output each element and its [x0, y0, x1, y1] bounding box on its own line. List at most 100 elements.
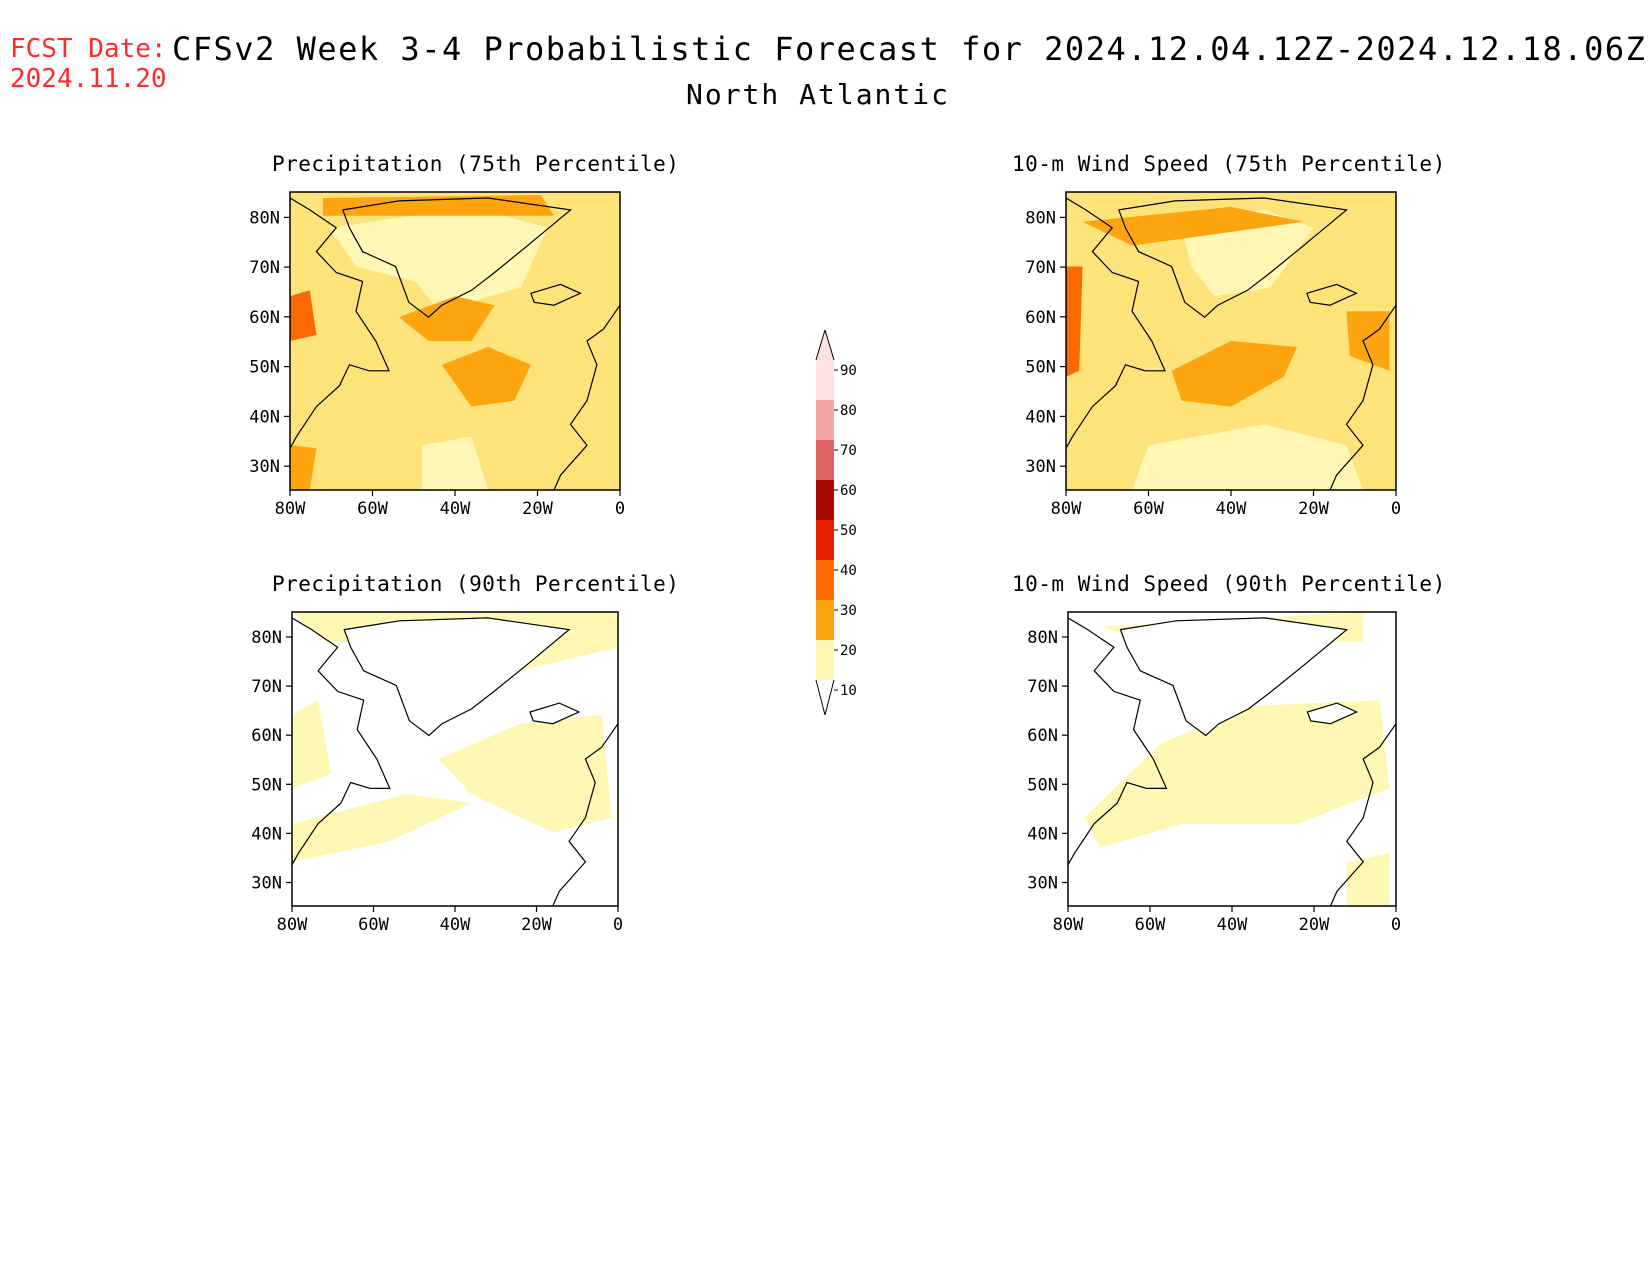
colorbar-swatch	[816, 640, 834, 680]
panel-title-precip-90: Precipitation (90th Percentile)	[272, 572, 680, 596]
coastline-america	[292, 617, 391, 866]
shading-base	[290, 192, 620, 490]
shading-area	[1346, 311, 1390, 371]
lon-label: 20W	[521, 915, 552, 935]
lat-label: 70N	[1025, 258, 1056, 278]
shading-area	[290, 445, 317, 490]
lat-label: 70N	[251, 677, 282, 697]
shading-base	[1068, 612, 1396, 906]
lat-label: 60N	[251, 726, 282, 746]
colorbar-label: 50	[840, 523, 857, 539]
colorbar-swatch	[816, 480, 834, 520]
shading-area	[1100, 612, 1364, 648]
colorbar-swatch	[816, 520, 834, 560]
lat-label: 80N	[1025, 208, 1056, 228]
lat-label: 50N	[1025, 358, 1056, 378]
shading-area	[290, 290, 317, 341]
shading-area	[1066, 266, 1083, 377]
lon-label: 0	[1391, 915, 1401, 935]
lon-label: 40W	[440, 499, 471, 519]
colorbar-swatch	[816, 440, 834, 480]
shading-field	[292, 612, 618, 906]
map-frame	[291, 611, 619, 907]
coastline-america	[290, 197, 390, 449]
lon-label: 80W	[275, 499, 306, 519]
lon-label: 80W	[1053, 915, 1084, 935]
lon-label: 0	[615, 499, 625, 519]
lon-label: 20W	[522, 499, 553, 519]
colorbar-label: 10	[840, 683, 857, 699]
lat-label: 30N	[251, 873, 282, 893]
lat-label: 50N	[249, 358, 280, 378]
colorbar-swatch	[816, 360, 834, 400]
lat-label: 80N	[251, 628, 282, 648]
lat-label: 70N	[249, 258, 280, 278]
shading-area	[441, 347, 531, 407]
region-label: North Atlantic	[685, 78, 950, 111]
coastline-america	[1066, 197, 1166, 449]
shading-area	[323, 195, 554, 216]
colorbar-label: 40	[840, 563, 857, 579]
shading-area	[438, 714, 612, 833]
map-frame	[1067, 611, 1397, 907]
lon-label: 60W	[1133, 499, 1164, 519]
region-title: North Atlantic	[0, 78, 1650, 111]
panel-title-wind-90: 10-m Wind Speed (90th Percentile)	[1012, 572, 1446, 596]
lat-label: 40N	[251, 824, 282, 844]
lon-label: 0	[1391, 499, 1401, 519]
coastline-europe	[1329, 723, 1396, 906]
lon-label: 40W	[440, 915, 471, 935]
shading-area	[292, 612, 618, 671]
lon-label: 20W	[1298, 499, 1329, 519]
fcst-date-label: FCST Date:	[10, 34, 167, 64]
colorbar-label: 90	[840, 363, 857, 379]
lon-label: 0	[613, 915, 623, 935]
shading-area	[1132, 424, 1363, 490]
coastline-iceland	[530, 283, 582, 306]
colorbar-top-outline	[815, 330, 835, 361]
coastline-europe	[1329, 304, 1396, 490]
shading-area	[1171, 341, 1297, 407]
lon-label: 80W	[1051, 499, 1082, 519]
colorbar-label: 80	[840, 403, 857, 419]
lat-label: 30N	[249, 457, 280, 477]
lon-label: 40W	[1216, 499, 1247, 519]
shading-area	[292, 794, 472, 862]
colorbar-label: 30	[840, 603, 857, 619]
lat-label: 60N	[1027, 726, 1058, 746]
panel-title-precip-75: Precipitation (75th Percentile)	[272, 152, 680, 176]
lat-label: 40N	[249, 407, 280, 427]
coastline-europe	[552, 723, 618, 906]
fcst-date-value: 2024.11.20	[10, 64, 167, 94]
map-frame	[289, 191, 621, 491]
lat-label: 50N	[1027, 775, 1058, 795]
shading-area	[292, 700, 332, 789]
colorbar-swatch	[816, 400, 834, 440]
color-bar: 90 80 70 60 50 40 30 20 10	[815, 330, 857, 716]
shading-base	[292, 612, 618, 906]
colorbar-label: 20	[840, 643, 857, 659]
coastline-greenland	[343, 617, 571, 737]
coastline-america	[1068, 617, 1168, 866]
coastline-greenland	[1119, 617, 1349, 737]
lat-label: 40N	[1025, 407, 1056, 427]
lat-label: 80N	[249, 208, 280, 228]
shading-area	[329, 206, 548, 312]
lat-label: 70N	[1027, 677, 1058, 697]
coastline-iceland	[1306, 702, 1359, 725]
coastline-iceland	[1306, 283, 1358, 306]
colorbar-swatch	[816, 560, 834, 600]
colorbar-label: 60	[840, 483, 857, 499]
colorbar-swatch	[816, 600, 834, 640]
shading-field	[1068, 612, 1396, 906]
lon-label: 20W	[1299, 915, 1330, 935]
shading-area	[422, 436, 488, 490]
shading-area	[1082, 206, 1304, 246]
lon-label: 60W	[1135, 915, 1166, 935]
shading-area	[398, 296, 495, 341]
coastline-greenland	[1117, 197, 1348, 318]
shading-area	[1181, 209, 1314, 297]
shading-field	[1066, 192, 1396, 490]
lon-label: 80W	[277, 915, 308, 935]
lat-label: 30N	[1027, 873, 1058, 893]
